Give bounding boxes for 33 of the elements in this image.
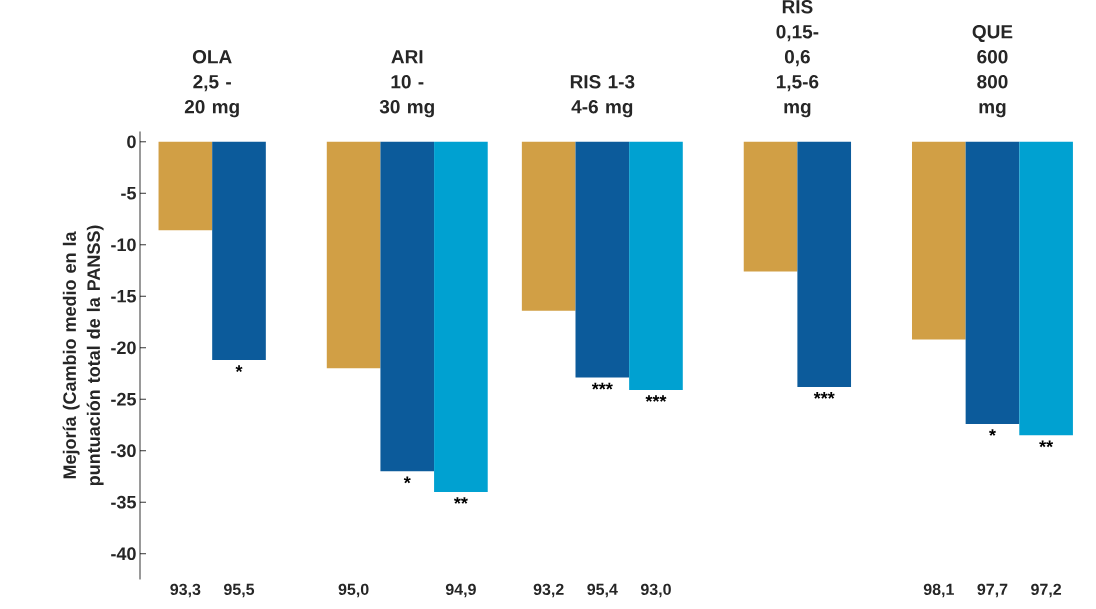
y-tick-label: 0 <box>127 135 136 149</box>
data-label: * <box>403 476 411 484</box>
x-tick-label: RIS 1-3 4-6 mg <box>570 75 635 118</box>
text: 97,7 <box>977 583 1008 598</box>
data-label: ** <box>453 497 468 504</box>
text: 93,0 <box>640 583 671 598</box>
data-label: *** <box>813 392 835 399</box>
x-tick-label: ARI 10 - 30 mg <box>379 50 434 118</box>
x-tick-label: QUE 600 800 mg <box>972 25 1013 118</box>
text: 97,2 <box>1031 583 1062 598</box>
data-label: *** <box>645 395 667 402</box>
data-label: * <box>235 365 243 373</box>
y-tick-label: -25 <box>111 392 136 406</box>
y-tick-label: -40 <box>111 547 136 561</box>
x-tick-label: OLA 2,5 - 20 mg <box>184 50 239 118</box>
data-label: ** <box>1039 440 1054 448</box>
data-label: *** <box>591 382 613 390</box>
text: 95,4 <box>587 583 618 598</box>
text: 94,9 <box>445 583 476 598</box>
text: 95,5 <box>223 583 255 598</box>
text: 93,2 <box>533 583 564 598</box>
y-tick-label: -20 <box>111 341 136 355</box>
y-tick-label: -5 <box>121 187 136 200</box>
y-tick-label: -15 <box>111 290 136 303</box>
x-tick-label: RIS 0,15-0,6 1,5-6 mg <box>776 0 819 118</box>
data-label: * <box>989 429 996 436</box>
y-tick-label: -35 <box>111 495 136 509</box>
text: 93,3 <box>170 583 201 598</box>
text: 95,0 <box>338 583 369 598</box>
y-tick-label: -10 <box>111 238 136 252</box>
text: 98,1 <box>923 583 954 598</box>
y-axis-title: Mejoría (Cambio medio en la puntuación total de la PANSS) <box>62 225 104 486</box>
y-tick-label: -30 <box>111 444 136 458</box>
